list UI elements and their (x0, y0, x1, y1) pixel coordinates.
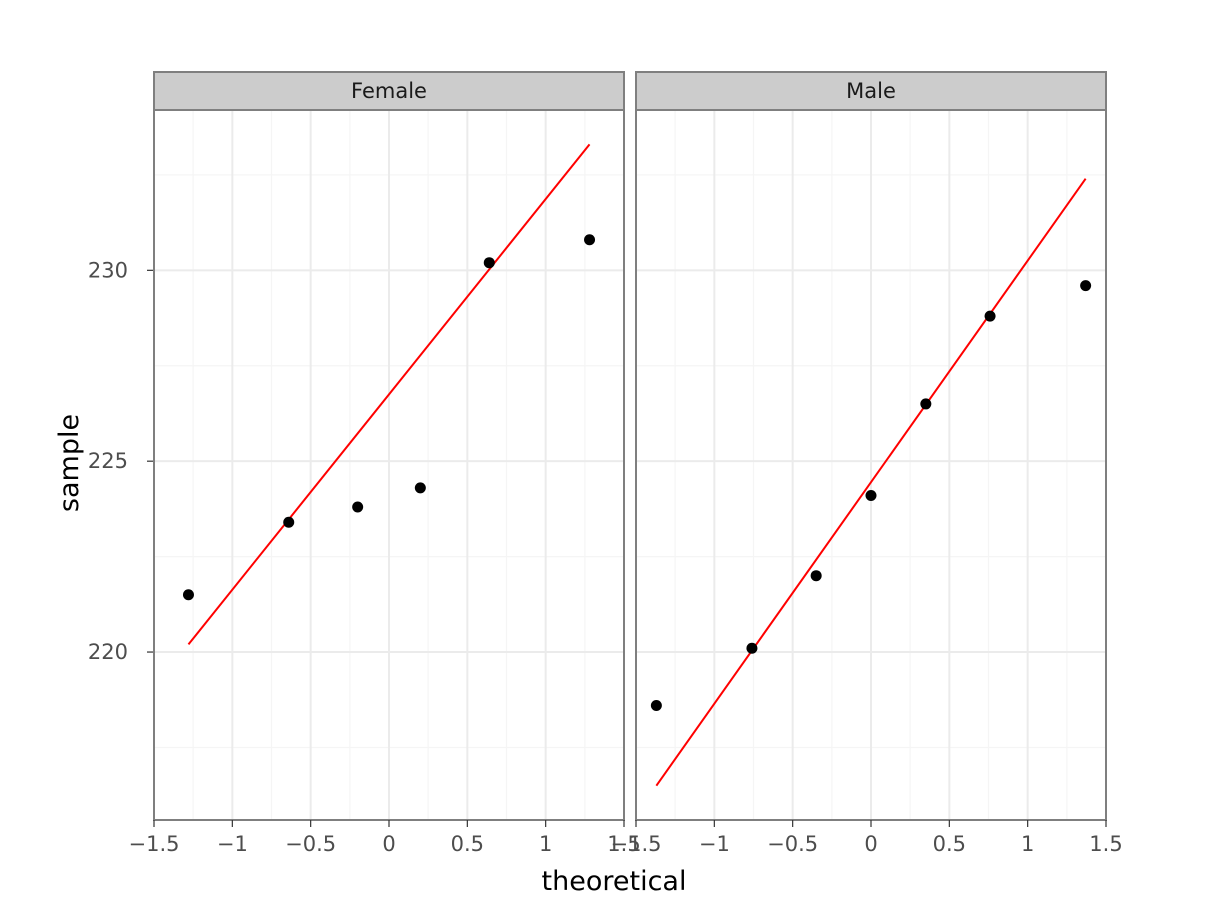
x-axis-title: theoretical (542, 866, 687, 897)
data-point (1080, 280, 1092, 292)
x-tick-label: −0.5 (767, 832, 818, 856)
reference-line (655, 178, 1087, 787)
x-tick-label: 0 (382, 832, 395, 856)
facet-strip (635, 71, 1107, 111)
facet-panel-male: Male −1.5 −1 −0.5 0 0.5 1 1.5 (611, 71, 1123, 856)
x-tick-label: 0.5 (451, 832, 484, 856)
data-point (182, 589, 194, 601)
data-point (283, 516, 295, 528)
data-point (414, 482, 426, 494)
y-tick-label: 225 (88, 449, 128, 473)
x-tick-label: 1 (539, 832, 552, 856)
facet-panel-female: Female −1.5 −1 −0.5 0 0.5 1 1.5 (129, 71, 641, 856)
x-tick-label: 1 (1021, 832, 1034, 856)
data-point (984, 310, 996, 322)
x-tick-label: 0.5 (933, 832, 966, 856)
data-point (746, 642, 758, 654)
data-point (810, 570, 822, 582)
data-point (352, 501, 364, 513)
facet-strip-label: Female (351, 79, 427, 103)
reference-line (187, 143, 591, 646)
data-point (483, 257, 495, 269)
y-axis-title: sample (54, 414, 85, 512)
data-point (650, 699, 662, 711)
x-tick-label: 0 (864, 832, 877, 856)
facet-strip (153, 71, 625, 111)
y-tick-label: 220 (88, 640, 128, 664)
x-tick-label: −1.5 (129, 832, 180, 856)
y-tick-label: 230 (88, 258, 128, 282)
x-tick-label: −0.5 (285, 832, 336, 856)
data-point (584, 234, 596, 246)
x-tick-label: −1 (699, 832, 730, 856)
data-point (920, 398, 932, 410)
x-tick-label: 1.5 (1089, 832, 1122, 856)
x-tick-label: −1 (217, 832, 248, 856)
panels-layer: 220 225 230 Female −1.5 −1 −0.5 0 0.5 1 1.5 Male −1.… (88, 71, 1123, 856)
data-point (865, 490, 877, 502)
facet-strip-label: Male (846, 79, 896, 103)
x-tick-label: −1.5 (611, 832, 662, 856)
x-tick-label: 1.5 (607, 832, 640, 856)
